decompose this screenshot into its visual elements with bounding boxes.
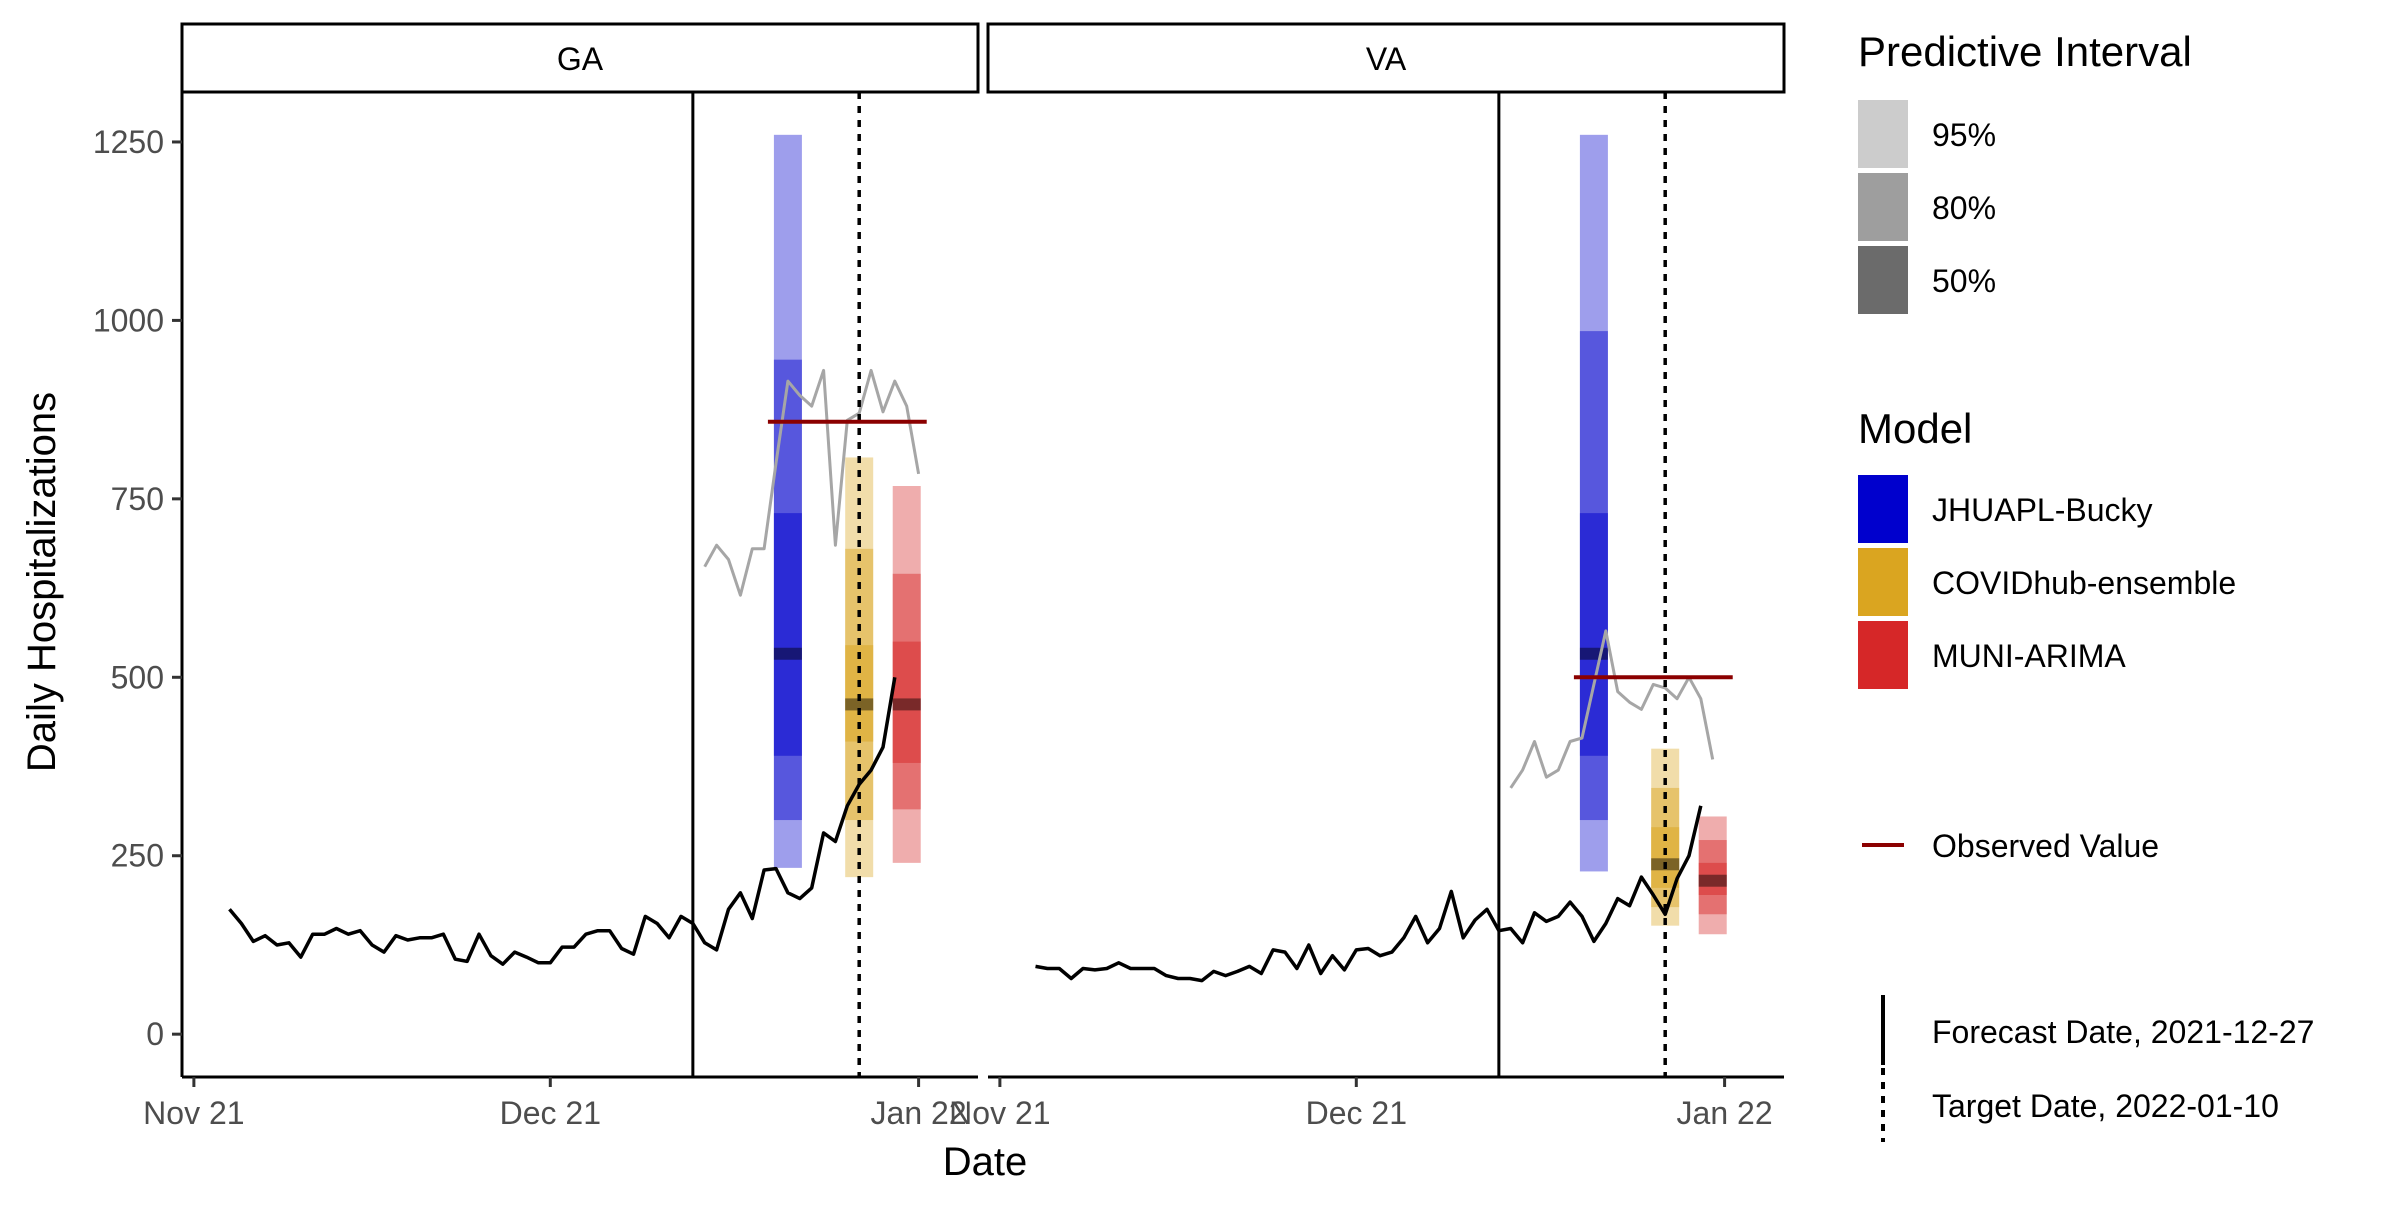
observed-line xyxy=(228,677,897,966)
x-tick-label: Nov 21 xyxy=(949,1095,1050,1131)
median-marker xyxy=(845,698,874,711)
median-marker xyxy=(1579,647,1608,660)
legend-label-interval: 95% xyxy=(1932,117,1996,153)
x-tick-label: Nov 21 xyxy=(143,1095,244,1131)
median-marker xyxy=(892,698,921,711)
legend-label-target-date: Target Date, 2022-01-10 xyxy=(1932,1088,2279,1124)
forecast-jhuapl-bucky xyxy=(773,134,802,868)
observed-line xyxy=(1035,805,1703,983)
legend-key-model xyxy=(1858,548,1908,616)
y-tick-label: 500 xyxy=(111,659,164,695)
legend-label-model: JHUAPL-Bucky xyxy=(1932,492,2153,528)
legend-key-interval xyxy=(1858,246,1908,314)
legend-label-interval: 50% xyxy=(1932,263,1996,299)
facet-strip xyxy=(986,22,1786,94)
y-tick-label: 1000 xyxy=(93,302,164,338)
x-tick-label: Jan 22 xyxy=(1677,1095,1773,1131)
legend-key-model xyxy=(1858,475,1908,543)
forecast-muni-arima xyxy=(1698,816,1727,935)
x-tick-label: Jan 22 xyxy=(871,1095,967,1131)
y-tick-label: 1250 xyxy=(93,124,164,160)
future-truth-line xyxy=(703,368,921,597)
legend-label-interval: 80% xyxy=(1932,190,1996,226)
forecast-muni-arima xyxy=(892,486,921,863)
legend-label-observed: Observed Value xyxy=(1932,828,2159,864)
future-truth-line xyxy=(1509,629,1715,789)
x-tick-label: Dec 21 xyxy=(500,1095,601,1131)
x-tick-label: Dec 21 xyxy=(1306,1095,1407,1131)
y-tick-label: 750 xyxy=(111,481,164,517)
panel-ga: GA 0 250 500 750 1000 1250 Nov 21 Dec 21 Jan 22 xyxy=(93,22,980,1131)
interval-q50 xyxy=(892,641,921,763)
median-marker xyxy=(773,647,802,660)
interval-q50 xyxy=(1698,862,1727,895)
interval-q50 xyxy=(1579,513,1608,756)
legend-key-model xyxy=(1858,621,1908,689)
legend-title-model: Model xyxy=(1858,405,1972,452)
legend-key-interval xyxy=(1858,173,1908,241)
panel-va: VA Nov 21 Dec 21 Jan 22 xyxy=(949,22,1786,1131)
legend-label-model: MUNI-ARIMA xyxy=(1932,638,2126,674)
forecast-jhuapl-bucky xyxy=(1579,134,1608,872)
legend-title-interval: Predictive Interval xyxy=(1858,28,2192,75)
x-axis-title: Date xyxy=(943,1140,1028,1184)
y-tick-label: 0 xyxy=(146,1016,164,1052)
legend-key-interval xyxy=(1858,100,1908,168)
median-marker xyxy=(1698,874,1727,887)
facet-strip-label: GA xyxy=(557,41,604,77)
legend: Predictive Interval 95% 80% 50% Model JHUAPL-… xyxy=(1858,28,2314,1142)
y-tick-label: 250 xyxy=(111,838,164,874)
interval-q50 xyxy=(773,513,802,756)
legend-label-model: COVIDhub-ensemble xyxy=(1932,565,2236,601)
legend-label-forecast-date: Forecast Date, 2021-12-27 xyxy=(1932,1014,2314,1050)
facet-strip-label: VA xyxy=(1366,41,1407,77)
y-axis-title: Daily Hospitalizations xyxy=(20,392,64,772)
facet-strip xyxy=(180,22,980,94)
